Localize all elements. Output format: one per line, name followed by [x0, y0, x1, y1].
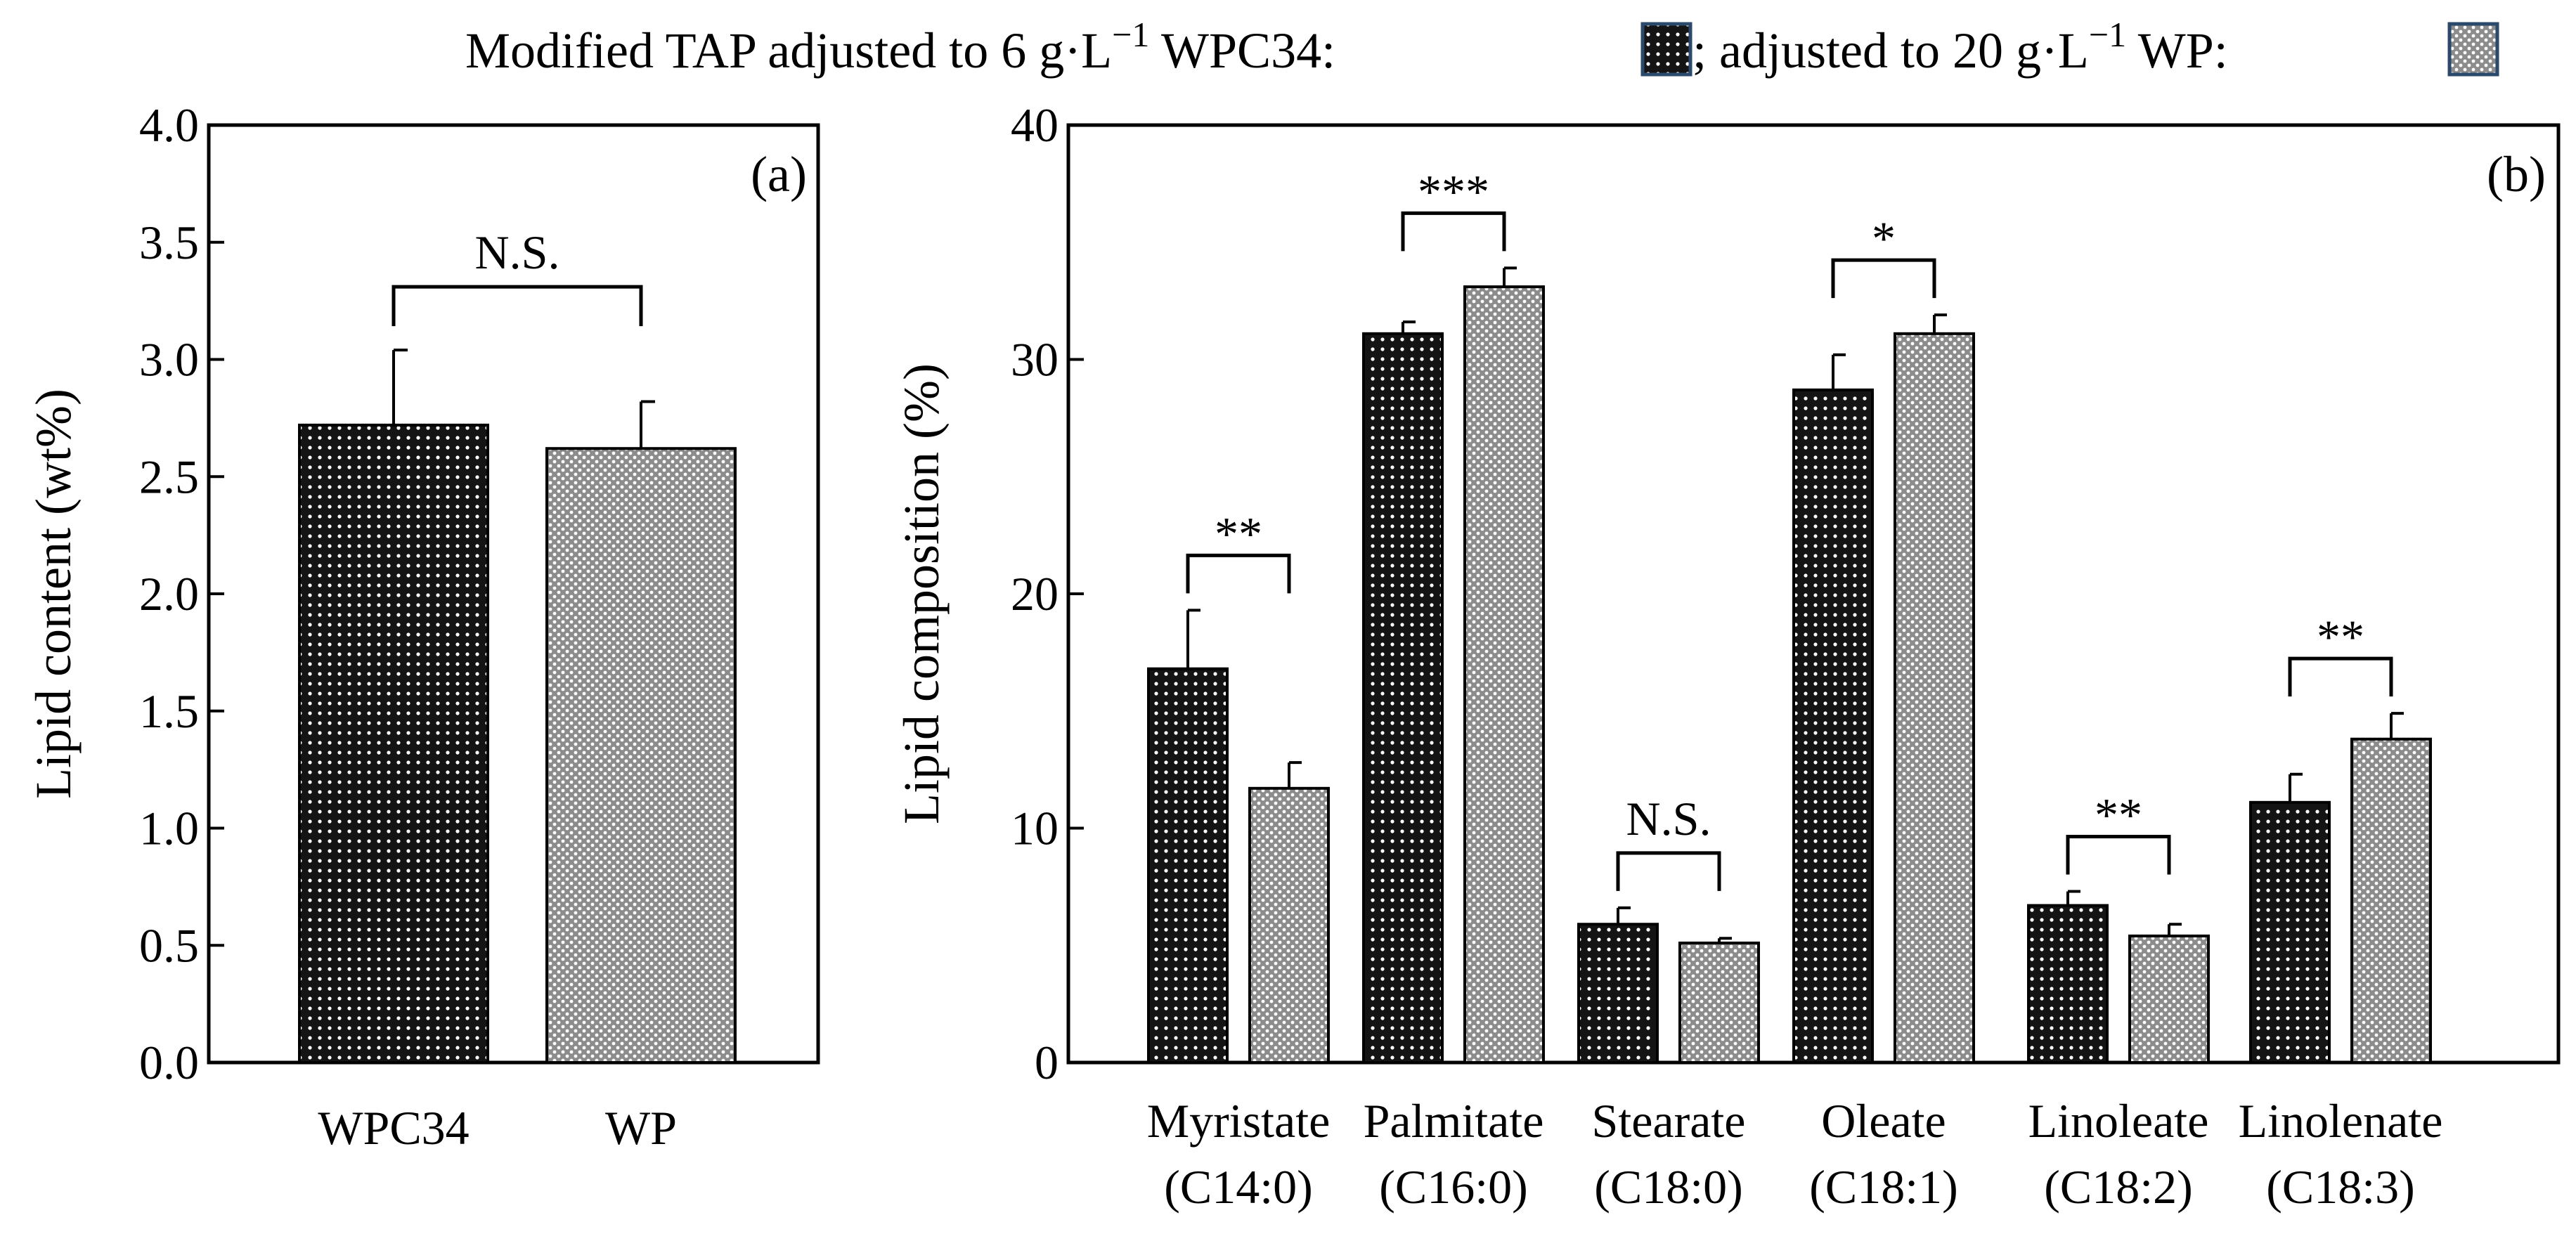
panel-a-label: (a)	[751, 146, 807, 202]
bar-wpc34-stearate	[1577, 923, 1659, 1064]
significance-bracket	[1186, 553, 1291, 594]
category-name: Myristate	[1147, 1094, 1331, 1148]
panel-a-significance: N.S.	[391, 226, 643, 327]
panel-b-categories: Myristate (C14:0) Palmitate (C16:0) Stearate…	[1147, 1094, 2443, 1214]
ytick-label: 10	[1011, 802, 1059, 855]
panel-a-ylabel: Lipid content (wt%)	[25, 389, 82, 799]
category-name: Oleate	[1821, 1094, 1946, 1148]
legend-swatch-wpc34	[1640, 22, 1692, 77]
significance-bracket	[2288, 656, 2393, 697]
category-name: Palmitate	[1364, 1094, 1544, 1148]
ytick-label: 40	[1011, 98, 1059, 152]
significance-label: **	[2317, 610, 2364, 663]
category-name: Stearate	[1592, 1094, 1746, 1148]
significance-bracket	[1401, 211, 1506, 252]
panel-a-bars	[298, 349, 737, 1064]
category-code: (C18:2)	[2044, 1160, 2193, 1214]
legend-text-2: ; adjusted to 20 g·L−1 WP:	[1692, 15, 2228, 79]
bar-wpc34-linolenate	[2249, 800, 2331, 1064]
ytick-label: 1.5	[139, 684, 199, 738]
ytick-label: 1.0	[139, 802, 199, 855]
ytick-label: 30	[1011, 333, 1059, 386]
significance-label: *	[1872, 212, 1896, 265]
bar-wpc34-palmitate	[1362, 332, 1444, 1065]
bar-wpc34-oleate	[1792, 388, 1874, 1064]
ytick-label: 3.5	[139, 216, 199, 269]
bar-wp-myristate	[1248, 786, 1330, 1065]
category-code: (C14:0)	[1164, 1160, 1313, 1214]
category-code: (C18:3)	[2266, 1160, 2415, 1214]
significance-label: **	[1215, 507, 1262, 560]
legend-text: Modified TAP adjusted to 6 g·L−1 WPC34:	[465, 15, 1335, 79]
significance-label: N.S.	[1626, 792, 1711, 845]
category-code: (C18:0)	[1594, 1160, 1743, 1214]
bar-wp-palmitate	[1463, 285, 1545, 1064]
ytick-label: 0.5	[139, 918, 199, 972]
ytick-label: 20	[1011, 567, 1059, 620]
ytick-label: 3.0	[139, 333, 199, 386]
panel-b-ylabel: Lipid composition (%)	[893, 363, 950, 824]
category-label: WPC34	[318, 1101, 469, 1155]
ytick-label: 2.5	[139, 450, 199, 503]
bar-wpc34-linoleate	[2027, 904, 2109, 1065]
category-code: (C16:0)	[1379, 1160, 1528, 1214]
category-name: Linolenate	[2239, 1094, 2443, 1148]
panel-b-label: (b)	[2487, 146, 2546, 202]
bar-wp-oleate	[1894, 332, 1975, 1065]
bar-wp-linoleate	[2128, 934, 2210, 1065]
bar-wp-linolenate	[2350, 737, 2432, 1065]
category-label: WP	[605, 1101, 677, 1155]
bar-wpc34-myristate	[1147, 667, 1229, 1064]
category-code: (C18:1)	[1809, 1160, 1958, 1214]
ytick-label: 4.0	[139, 98, 199, 152]
panel-b-yticks: 0 10 20 30 40	[1011, 98, 1084, 1089]
ytick-label: 2.0	[139, 567, 199, 620]
panel-b-significance: *****N.S.*****	[1186, 164, 2393, 891]
bar-wpc34	[298, 423, 489, 1064]
legend-swatch-wp	[2447, 22, 2499, 77]
bar-wp-stearate	[1678, 941, 1760, 1065]
panel-b-bars	[1147, 266, 2432, 1065]
significance-label: **	[2095, 788, 2142, 842]
panel-a: (a) Lipid content (wt%) 0.0 0.5 1.0 1.5 2.0 2…	[25, 98, 820, 1155]
category-name: Linoleate	[2028, 1094, 2209, 1148]
bar-wp	[545, 447, 737, 1064]
significance-bracket	[1616, 851, 1721, 891]
significance-bracket	[1831, 258, 1936, 299]
significance-label: N.S.	[475, 226, 560, 279]
significance-label: ***	[1418, 164, 1489, 218]
ytick-label: 0	[1035, 1036, 1059, 1089]
significance-bracket	[391, 285, 643, 327]
significance-bracket	[2066, 835, 2171, 875]
panel-a-yticks: 0.0 0.5 1.0 1.5 2.0 2.5 3.0 3.5 4.0	[139, 98, 224, 1089]
ytick-label: 0.0	[139, 1036, 199, 1089]
legend: Modified TAP adjusted to 6 g·L−1 WPC34: …	[465, 15, 2499, 79]
panel-a-categories: WPC34 WP	[318, 1101, 677, 1155]
